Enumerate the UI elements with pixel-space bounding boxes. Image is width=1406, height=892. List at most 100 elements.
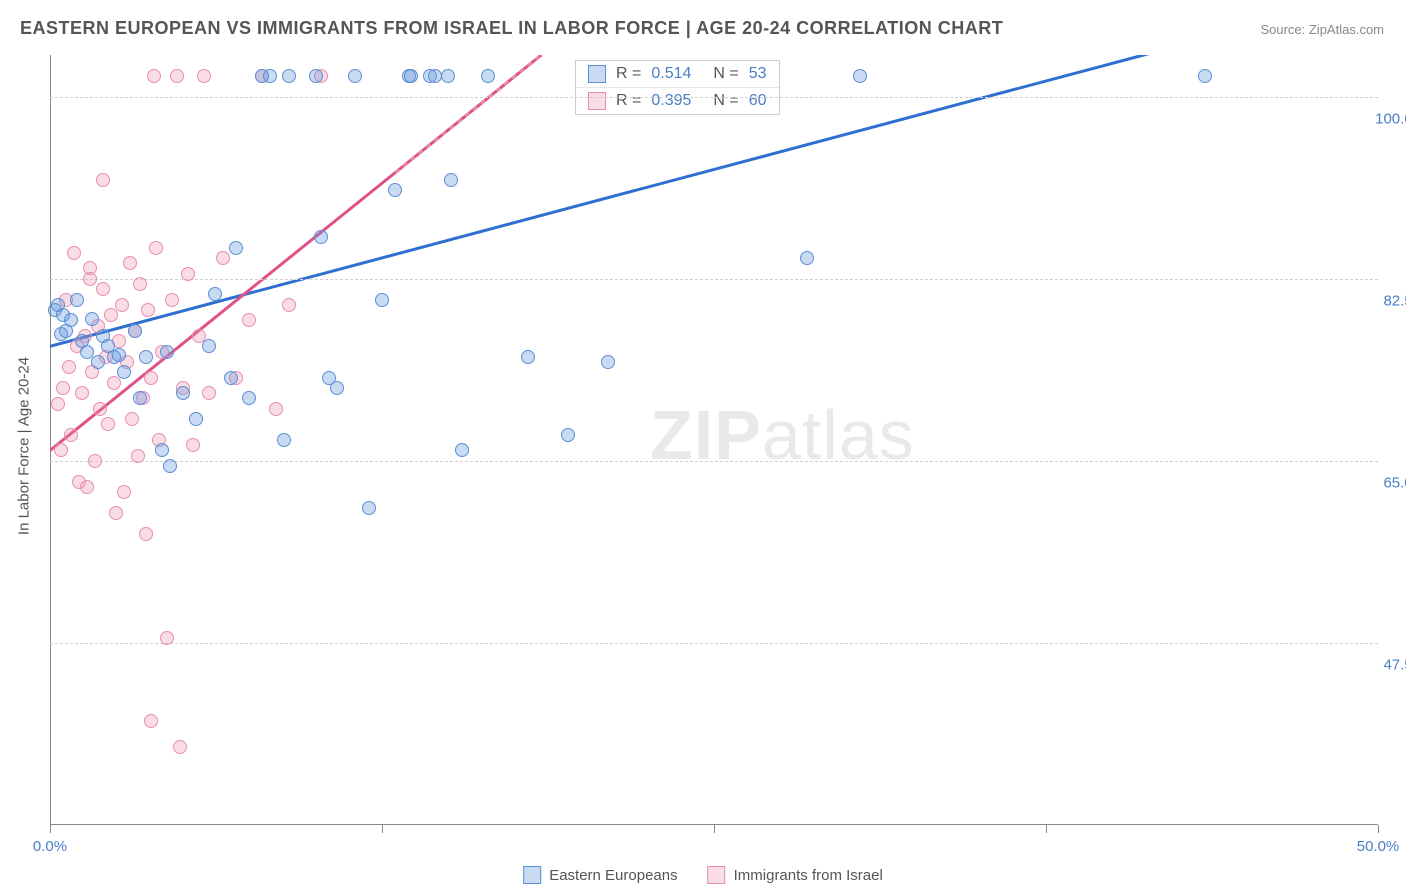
scatter-point-pink bbox=[144, 371, 158, 385]
gridline bbox=[50, 279, 1378, 280]
scatter-point-blue bbox=[117, 365, 131, 379]
scatter-point-blue bbox=[428, 69, 442, 83]
scatter-point-blue bbox=[64, 313, 78, 327]
chart-title: EASTERN EUROPEAN VS IMMIGRANTS FROM ISRA… bbox=[20, 18, 1003, 39]
correlation-legend: R = 0.514 N = 53 R = 0.395 N = 60 bbox=[575, 60, 780, 115]
scatter-point-blue bbox=[1198, 69, 1212, 83]
scatter-point-blue bbox=[282, 69, 296, 83]
scatter-point-pink bbox=[75, 386, 89, 400]
scatter-point-blue bbox=[309, 69, 323, 83]
x-tick-label: 0.0% bbox=[33, 838, 67, 855]
series-legend-item: Immigrants from Israel bbox=[708, 866, 883, 884]
scatter-point-blue bbox=[139, 350, 153, 364]
gridline bbox=[50, 643, 1378, 644]
scatter-point-pink bbox=[269, 402, 283, 416]
legend-row: R = 0.514 N = 53 bbox=[576, 61, 779, 88]
scatter-point-blue bbox=[91, 355, 105, 369]
y-tick-label: 47.5% bbox=[1366, 656, 1406, 673]
scatter-point-pink bbox=[181, 267, 195, 281]
scatter-point-blue bbox=[330, 381, 344, 395]
scatter-point-pink bbox=[96, 282, 110, 296]
scatter-point-blue bbox=[202, 339, 216, 353]
legend-n-value: 53 bbox=[749, 65, 767, 83]
scatter-point-blue bbox=[176, 386, 190, 400]
scatter-point-blue bbox=[441, 69, 455, 83]
scatter-point-pink bbox=[67, 246, 81, 260]
x-tick-label: 50.0% bbox=[1357, 838, 1400, 855]
scatter-point-pink bbox=[115, 298, 129, 312]
legend-r-value: 0.395 bbox=[651, 92, 691, 110]
y-tick-label: 100.0% bbox=[1366, 110, 1406, 127]
x-tick bbox=[382, 825, 383, 833]
legend-swatch bbox=[523, 866, 541, 884]
y-axis-label: In Labor Force | Age 20-24 bbox=[16, 357, 33, 535]
scatter-point-blue bbox=[601, 355, 615, 369]
scatter-point-pink bbox=[51, 397, 65, 411]
scatter-point-pink bbox=[131, 449, 145, 463]
scatter-point-pink bbox=[242, 313, 256, 327]
legend-r-value: 0.514 bbox=[651, 65, 691, 83]
scatter-point-pink bbox=[165, 293, 179, 307]
scatter-point-pink bbox=[133, 277, 147, 291]
scatter-point-blue bbox=[229, 241, 243, 255]
scatter-point-blue bbox=[263, 69, 277, 83]
scatter-point-blue bbox=[242, 391, 256, 405]
scatter-point-blue bbox=[155, 443, 169, 457]
y-axis bbox=[50, 55, 51, 825]
scatter-point-blue bbox=[481, 69, 495, 83]
scatter-point-pink bbox=[197, 69, 211, 83]
scatter-point-blue bbox=[521, 350, 535, 364]
trendlines-svg bbox=[50, 55, 1378, 825]
legend-n-value: 60 bbox=[749, 92, 767, 110]
scatter-point-blue bbox=[348, 69, 362, 83]
legend-swatch bbox=[588, 92, 606, 110]
legend-n-label: N = bbox=[713, 65, 738, 83]
scatter-point-pink bbox=[96, 173, 110, 187]
legend-r-label: R = bbox=[616, 65, 641, 83]
legend-r-label: R = bbox=[616, 92, 641, 110]
legend-swatch bbox=[588, 65, 606, 83]
scatter-point-pink bbox=[186, 438, 200, 452]
scatter-point-blue bbox=[163, 459, 177, 473]
x-tick bbox=[1046, 825, 1047, 833]
x-tick bbox=[1378, 825, 1379, 833]
scatter-point-pink bbox=[141, 303, 155, 317]
gridline bbox=[50, 461, 1378, 462]
plot-area: ZIPatlas R =0.514N =53R =0.395N =60 100.… bbox=[50, 55, 1378, 825]
scatter-point-blue bbox=[208, 287, 222, 301]
scatter-point-blue bbox=[277, 433, 291, 447]
series-legend-label: Immigrants from Israel bbox=[734, 867, 883, 884]
x-tick bbox=[714, 825, 715, 833]
series-legend-item: Eastern Europeans bbox=[523, 866, 677, 884]
scatter-point-blue bbox=[85, 312, 99, 326]
scatter-point-pink bbox=[54, 443, 68, 457]
scatter-point-pink bbox=[117, 485, 131, 499]
scatter-point-pink bbox=[80, 480, 94, 494]
scatter-point-pink bbox=[107, 376, 121, 390]
scatter-point-pink bbox=[56, 381, 70, 395]
watermark-atlas: atlas bbox=[762, 396, 915, 474]
scatter-point-pink bbox=[109, 506, 123, 520]
series-legend-label: Eastern Europeans bbox=[549, 867, 677, 884]
scatter-point-blue bbox=[404, 69, 418, 83]
y-tick-label: 82.5% bbox=[1366, 292, 1406, 309]
scatter-point-blue bbox=[455, 443, 469, 457]
scatter-point-pink bbox=[104, 308, 118, 322]
scatter-point-pink bbox=[170, 69, 184, 83]
scatter-point-pink bbox=[125, 412, 139, 426]
scatter-point-blue bbox=[362, 501, 376, 515]
scatter-point-blue bbox=[444, 173, 458, 187]
y-tick-label: 65.0% bbox=[1366, 474, 1406, 491]
scatter-point-blue bbox=[561, 428, 575, 442]
x-tick bbox=[50, 825, 51, 833]
scatter-point-blue bbox=[133, 391, 147, 405]
scatter-point-pink bbox=[83, 261, 97, 275]
scatter-point-pink bbox=[139, 527, 153, 541]
legend-n-label: N = bbox=[713, 92, 738, 110]
scatter-point-blue bbox=[800, 251, 814, 265]
legend-row: R = 0.395 N = 60 bbox=[576, 88, 779, 114]
scatter-point-pink bbox=[62, 360, 76, 374]
scatter-point-blue bbox=[224, 371, 238, 385]
scatter-point-pink bbox=[64, 428, 78, 442]
scatter-point-pink bbox=[282, 298, 296, 312]
